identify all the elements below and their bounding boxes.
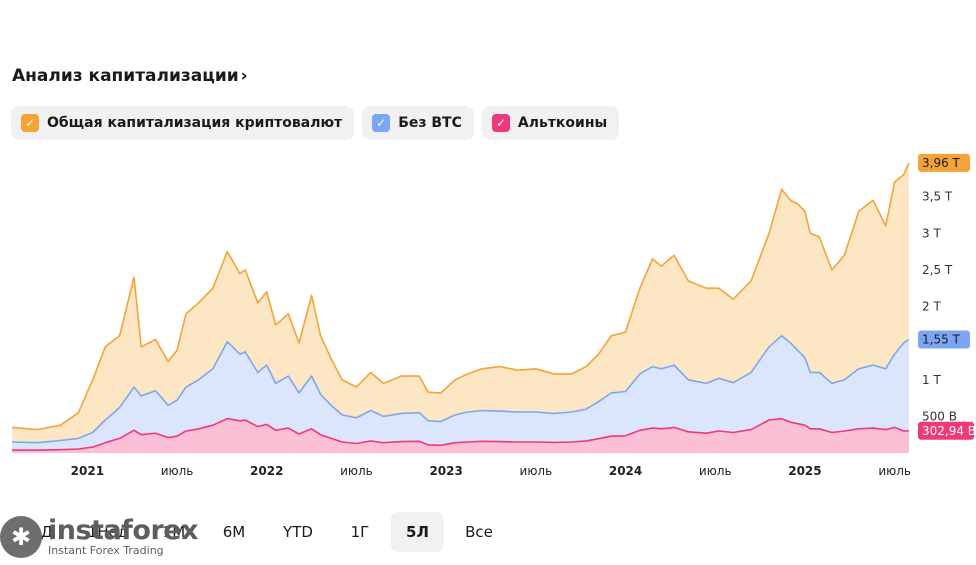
y-tick-label: 3,5 T: [922, 190, 953, 204]
y-tick-label: 3 T: [922, 226, 941, 240]
watermark-tagline: Instant Forex Trading: [48, 544, 164, 557]
series-line-1: [11, 335, 910, 444]
last-value-badge: [918, 330, 970, 349]
x-tick-label: 2025: [788, 464, 821, 478]
x-tick-label: июль: [161, 464, 194, 478]
range-6m-button[interactable]: 6М: [222, 523, 246, 541]
x-tick-label: 2023: [429, 464, 462, 478]
range-ytd-button[interactable]: YTD: [283, 523, 313, 541]
check-icon: ✓: [491, 114, 510, 132]
last-value-label: 302,94 B: [922, 424, 976, 438]
page-title[interactable]: Анализ капитализации ›: [12, 66, 248, 86]
watermark: ✱ instaforex Instant Forex Trading: [0, 515, 199, 558]
capitalization-chart[interactable]: 500 B1 T1,5 T2 T2,5 T3 T3,5 T2021июль202…: [0, 150, 976, 485]
chevron-right-icon: ›: [240, 66, 248, 86]
last-value-badge: [918, 421, 974, 440]
x-tick-label: июль: [699, 464, 732, 478]
y-tick-label: 1 T: [922, 373, 941, 387]
legend: ✓ Общая капитализация криптовалют ✓ Без …: [11, 106, 620, 140]
title-text: Анализ капитализации: [12, 66, 239, 86]
watermark-name: instaforex: [48, 515, 199, 546]
y-tick-label: 2,5 T: [922, 263, 953, 277]
range-1m-button[interactable]: 1М: [162, 523, 186, 541]
series-line-0: [11, 162, 910, 431]
legend-label: Без BTC: [398, 115, 462, 131]
last-value-label: 1,55 T: [922, 332, 961, 346]
x-tick-label: 2024: [609, 464, 642, 478]
y-tick-label: 500 B: [922, 409, 957, 423]
range-all-button[interactable]: Все: [465, 523, 493, 541]
range-5y-button[interactable]: 5Л: [391, 512, 444, 552]
x-tick-label: июль: [878, 464, 911, 478]
legend-no-btc-toggle[interactable]: ✓ Без BTC: [362, 106, 474, 140]
y-tick-label: 2 T: [922, 300, 941, 314]
instaforex-logo-icon: ✱: [0, 516, 42, 558]
series-area-2: [12, 418, 909, 453]
check-icon: ✓: [372, 114, 391, 132]
range-1w-button[interactable]: 1Нед: [87, 523, 129, 541]
x-tick-label: 2021: [71, 464, 104, 478]
x-tick-label: июль: [520, 464, 553, 478]
x-tick-label: июль: [340, 464, 373, 478]
legend-label: Альткоины: [517, 115, 608, 131]
last-value-badge: [918, 153, 970, 172]
legend-label: Общая капитализация криптовалют: [47, 115, 343, 131]
range-1y-button[interactable]: 1Г: [350, 523, 370, 541]
last-value-label: 3,96 T: [922, 156, 961, 170]
x-tick-label: 2022: [250, 464, 283, 478]
legend-altcoins-toggle[interactable]: ✓ Альткоины: [481, 106, 620, 140]
check-icon: ✓: [21, 114, 39, 132]
legend-total-toggle[interactable]: ✓ Общая капитализация криптовалют: [11, 106, 355, 140]
series-line-2: [11, 417, 910, 451]
